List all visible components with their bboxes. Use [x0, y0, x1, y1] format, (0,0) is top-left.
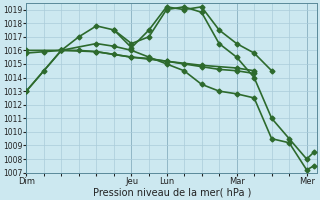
X-axis label: Pression niveau de la mer( hPa ): Pression niveau de la mer( hPa ) — [92, 187, 251, 197]
